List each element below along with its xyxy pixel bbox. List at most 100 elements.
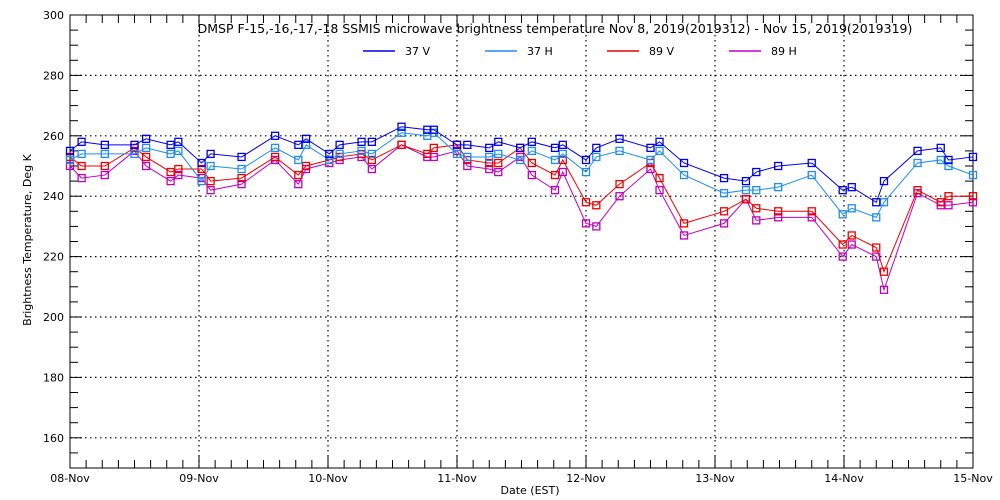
data-point [847, 231, 856, 240]
y-tick-label: 200 [43, 311, 64, 324]
data-point [752, 216, 761, 225]
data-point [615, 192, 624, 201]
data-point [141, 134, 151, 143]
data-point [485, 152, 494, 162]
x-tick-label: 15-Nov [953, 472, 993, 485]
data-point [592, 201, 601, 210]
data-point [335, 140, 344, 150]
data-point [100, 140, 109, 150]
x-tick-label: 08-Nov [50, 472, 90, 485]
data-point [581, 167, 591, 177]
data-point [367, 155, 377, 165]
data-point [527, 170, 536, 180]
data-point [429, 143, 438, 153]
data-point [944, 155, 953, 165]
data-point [166, 176, 175, 186]
grid [70, 15, 973, 468]
data-point [719, 189, 729, 198]
data-point [847, 182, 856, 192]
data-point [197, 164, 206, 174]
data-point [592, 143, 601, 153]
data-point [679, 170, 689, 180]
data-point [774, 161, 783, 171]
data-point [516, 143, 525, 153]
y-tick-label: 160 [43, 432, 64, 445]
data-point [100, 161, 109, 171]
y-tick-label: 240 [43, 190, 64, 203]
data-point [807, 158, 816, 168]
data-point [615, 134, 624, 143]
data-point [807, 207, 816, 216]
data-point [655, 173, 664, 183]
data-point [357, 146, 366, 156]
data-point [485, 158, 494, 168]
data-point [558, 155, 567, 165]
plot-frame [69, 14, 974, 469]
data-point [206, 176, 215, 186]
data-point [752, 186, 761, 195]
data-point [485, 143, 494, 153]
data-point [301, 161, 311, 171]
data-point [77, 137, 86, 146]
data-point [558, 140, 567, 150]
data-point [838, 240, 847, 249]
series-89-v [65, 140, 978, 276]
x-tick-label: 10-Nov [308, 472, 348, 485]
data-point [141, 143, 151, 153]
data-point [581, 219, 591, 228]
data-point [550, 186, 560, 195]
data-point [847, 204, 856, 213]
data-point [913, 146, 922, 156]
data-point [944, 201, 953, 210]
series-line [69, 132, 974, 218]
data-point [879, 198, 889, 207]
data-point [872, 198, 881, 207]
data-point [550, 155, 560, 165]
y-tick-label: 180 [43, 371, 64, 384]
data-point [65, 161, 75, 171]
series-37-h [65, 128, 978, 222]
data-point [752, 167, 761, 177]
data-point [615, 146, 624, 156]
data-point [592, 152, 601, 162]
data-point [174, 170, 183, 180]
chart-title: DMSP F-15,-16,-17,-18 SSMIS microwave br… [198, 21, 913, 36]
data-point [872, 252, 881, 261]
data-point [174, 137, 183, 146]
data-point [741, 176, 751, 186]
data-point [197, 158, 206, 168]
data-point [166, 149, 175, 159]
data-point [65, 146, 75, 156]
data-point [774, 207, 783, 216]
data-point [270, 131, 280, 140]
data-point [968, 198, 978, 207]
data-point [838, 210, 847, 219]
y-tick-labels: 160 180 200 220 240 260 280 300 [43, 9, 64, 445]
data-point [646, 155, 655, 165]
data-point [463, 161, 472, 171]
data-point [646, 143, 655, 153]
data-point [741, 195, 751, 204]
data-point [294, 179, 303, 189]
data-point [463, 140, 472, 150]
data-point [719, 219, 729, 228]
data-point [174, 164, 183, 174]
data-point [936, 155, 945, 165]
data-point [655, 186, 664, 195]
data-point [77, 149, 86, 159]
data-point [655, 146, 664, 156]
data-point [367, 137, 377, 146]
data-point [494, 137, 503, 146]
data-point [429, 125, 438, 134]
data-point [270, 143, 280, 153]
series-37-v [65, 122, 978, 207]
data-point [581, 198, 591, 207]
y-tick-label: 300 [43, 9, 64, 22]
data-point [741, 186, 751, 195]
axis-ticks [69, 14, 974, 469]
data-point [325, 149, 334, 159]
legend: 37 V 37 H 89 V 89 H [363, 45, 797, 58]
data-point [335, 149, 344, 159]
